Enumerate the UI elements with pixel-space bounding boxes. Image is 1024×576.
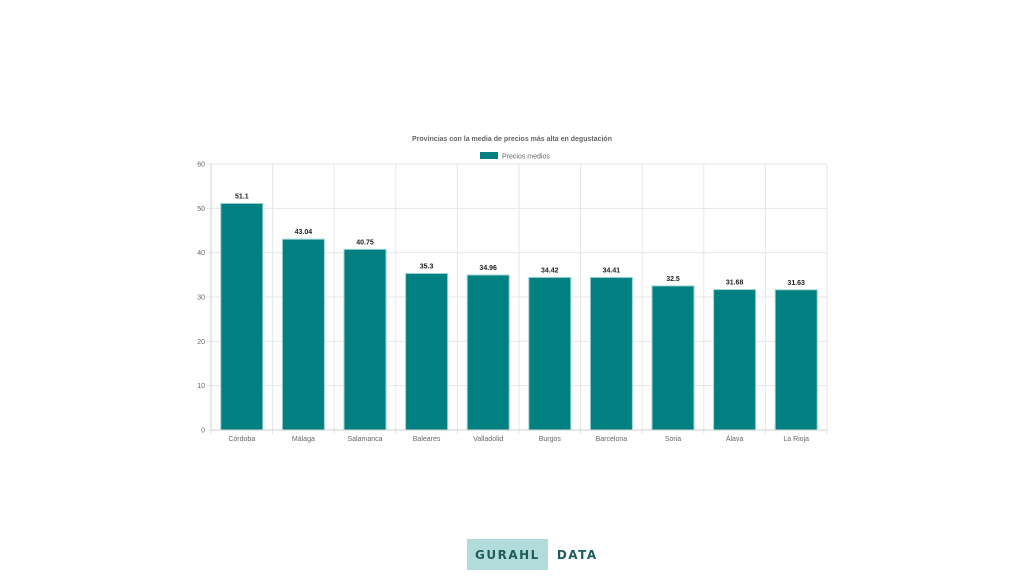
data-label: 40.75 <box>356 239 374 246</box>
y-tick-label: 20 <box>197 339 205 346</box>
x-tick-label: Córdoba <box>228 436 255 443</box>
data-label: 43.04 <box>295 229 313 236</box>
legend-swatch <box>480 152 498 159</box>
x-tick-label: Barcelona <box>596 436 628 443</box>
y-axis: 0 10 20 30 40 50 60 <box>197 162 212 435</box>
chart-title: Provincias con la media de precios más a… <box>412 136 612 143</box>
legend-label: Precios medios <box>502 154 550 161</box>
data-label: 34.42 <box>541 267 559 274</box>
bar[interactable] <box>651 285 695 431</box>
brand-logo: GURAHL DATA <box>467 539 598 570</box>
x-axis: Córdoba Málaga Salamanca Baleares Valladolid… <box>211 429 827 443</box>
y-tick-label: 40 <box>197 250 205 257</box>
y-tick-label: 60 <box>197 162 205 169</box>
brand-text: DATA <box>556 547 598 562</box>
bar[interactable] <box>343 248 387 431</box>
data-label: 31.68 <box>726 280 744 287</box>
bar[interactable] <box>220 202 264 431</box>
x-tick-label: Burgos <box>539 436 562 443</box>
y-tick-label: 50 <box>197 206 205 213</box>
bar[interactable] <box>589 276 633 431</box>
bar[interactable] <box>281 238 325 431</box>
data-label: 31.63 <box>787 280 805 287</box>
brand-box: GURAHL <box>467 539 548 570</box>
bar[interactable] <box>466 274 510 431</box>
grid <box>210 163 828 434</box>
bar[interactable] <box>405 273 449 431</box>
x-tick-label: Soria <box>665 436 681 443</box>
bar[interactable] <box>528 276 572 431</box>
x-tick-label: La Rioja <box>783 436 809 443</box>
y-tick-label: 0 <box>201 428 205 435</box>
data-label: 34.96 <box>479 265 497 272</box>
data-label: 32.5 <box>666 276 680 283</box>
data-label: 51.1 <box>235 193 249 200</box>
x-tick-label: Baleares <box>413 436 441 443</box>
x-tick-label: Málaga <box>292 436 315 443</box>
data-label: 34.41 <box>603 267 621 274</box>
y-tick-label: 10 <box>197 383 205 390</box>
y-tick-label: 30 <box>197 295 205 302</box>
x-tick-label: Salamanca <box>347 436 382 443</box>
x-tick-label: Valladolid <box>473 436 503 443</box>
bars: 51.1 43.04 40.75 35.3 34.96 34.42 34.41 32.5 31.… <box>220 193 818 431</box>
bar[interactable] <box>774 289 818 431</box>
bar[interactable] <box>713 289 757 431</box>
data-label: 35.3 <box>420 264 434 271</box>
x-tick-label: Álava <box>726 434 744 443</box>
legend[interactable]: Precios medios <box>480 152 550 161</box>
